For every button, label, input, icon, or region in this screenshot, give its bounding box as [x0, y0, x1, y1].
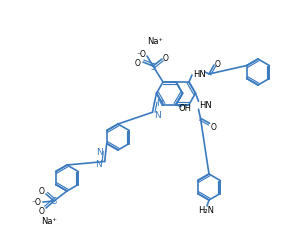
- Text: O: O: [215, 59, 221, 68]
- Text: N: N: [156, 98, 163, 107]
- Text: S: S: [150, 62, 156, 71]
- Text: ⁻O: ⁻O: [136, 49, 146, 58]
- Text: Na⁺: Na⁺: [41, 217, 57, 226]
- Text: N: N: [154, 110, 161, 119]
- Text: HN: HN: [193, 69, 205, 78]
- Text: O: O: [135, 58, 141, 67]
- Text: N: N: [95, 159, 102, 168]
- Text: N: N: [96, 147, 103, 156]
- Text: HN: HN: [199, 100, 212, 109]
- Text: O: O: [163, 53, 169, 62]
- Text: Na⁺: Na⁺: [147, 36, 163, 45]
- Text: O: O: [210, 122, 217, 131]
- Text: ⁻O: ⁻O: [31, 198, 41, 207]
- Text: S: S: [51, 197, 57, 206]
- Text: OH: OH: [178, 104, 191, 112]
- Text: H₂N: H₂N: [198, 206, 214, 215]
- Text: O: O: [39, 207, 45, 215]
- Text: O: O: [39, 187, 45, 196]
